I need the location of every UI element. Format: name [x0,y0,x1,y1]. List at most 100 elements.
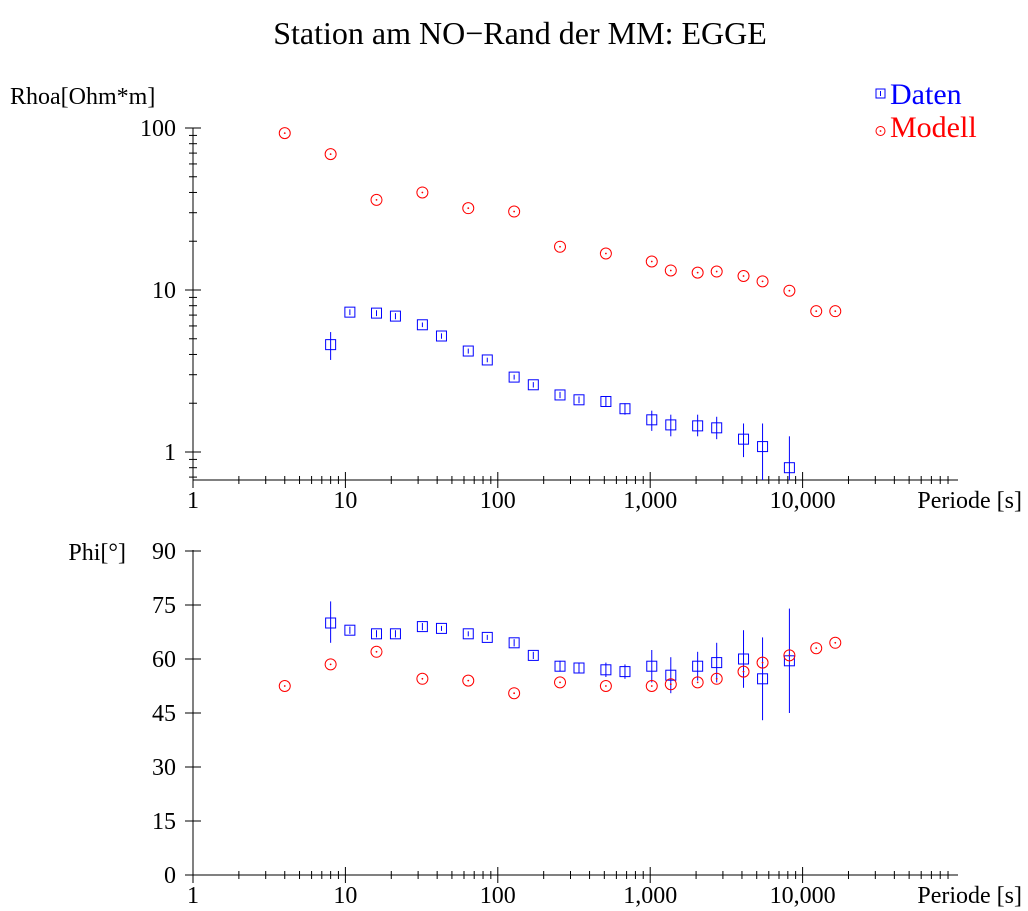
x-axis-label: Periode [s] [917,883,1022,909]
model-point-dot [815,310,818,313]
data-point [619,666,631,678]
data-point [665,669,677,681]
model-point [370,645,383,658]
model-point [508,687,521,700]
model-point-dot [834,641,837,644]
rhoa-panel: 1 10 100 1,000 10,000 Periode [s] 1 10 100 Rhoa[O… [10,84,1022,514]
data-point [416,319,428,331]
model-point [829,636,842,649]
model-point-dot [513,692,516,695]
data-point [646,660,658,672]
data-point [783,462,795,474]
model-point [462,674,475,687]
data-point [738,653,750,665]
model-point [710,265,723,278]
data-point [508,637,520,649]
data-point [435,330,447,342]
data-point [554,660,566,672]
model-point-dot [650,260,653,263]
data-point [646,414,658,426]
model-point-dot [788,289,791,292]
y-tick-label: 1 [164,440,176,466]
x-tick-label: 10,000 [770,883,836,909]
model-point-dot [650,685,653,687]
model-point-dot [761,280,764,283]
model-point-dot [834,310,837,313]
data-point [527,379,539,391]
model-point-dot [715,677,718,680]
model-point [645,680,658,692]
legend: Daten Modell [875,78,977,144]
data-point [481,631,493,643]
data-point [462,345,474,357]
model-point [737,665,750,678]
data-point [462,628,474,640]
model-point [710,672,723,685]
model-point-dot [669,269,672,272]
model-point [554,676,567,689]
model-point-dot [375,650,378,653]
x-tick-label: 100 [480,883,516,909]
data-point [711,657,723,669]
model-point-dot [696,271,699,274]
x-tick-label: 1 [187,488,199,514]
legend-data-label: Daten [890,78,962,111]
phi-panel: 1 10 100 1,000 10,000 Periode [s] 0 15 30 45 60 75 9… [68,539,1022,909]
y-tick-label: 90 [152,539,176,565]
model-point [278,680,291,692]
data-point [435,622,447,634]
data-point [389,628,401,640]
y-axis-label: Phi[°] [68,540,126,566]
model-point-dot [669,683,672,686]
data-point [600,395,612,407]
model-point-dot [696,681,699,684]
model-point-dot [421,677,424,680]
model-point [756,656,769,669]
x-tick-label: 1,000 [623,883,677,909]
data-point [325,339,337,351]
model-point-dot [467,207,470,210]
model-point [462,202,475,215]
x-tick-label: 10 [333,883,357,909]
x-tick-label: 1,000 [623,488,677,514]
model-point-dot [467,679,470,682]
x-tick-label: 10,000 [770,488,836,514]
data-point [757,441,769,453]
model-point-dot [329,663,332,666]
data-point [692,420,704,432]
legend-model-marker-dot [879,130,882,132]
model-point [829,305,842,318]
y-tick-label: 15 [152,809,176,835]
data-point [416,621,428,633]
data-point [665,419,677,431]
legend-model-label: Modell [890,111,977,144]
data-point [573,662,585,674]
model-point [324,148,337,161]
y-tick-label: 30 [152,755,176,781]
model-point [810,642,823,655]
model-point [645,255,658,268]
model-point-dot [283,132,286,135]
y-axis-label: Rhoa[Ohm*m] [10,84,155,110]
model-point [278,127,291,140]
data-point [344,306,356,318]
model-point [783,649,796,662]
model-point-dot [761,661,764,664]
data-point [554,389,566,401]
legend-data-marker [875,88,886,99]
data-point [481,354,493,366]
model-point-dot [421,191,424,194]
model-point [416,186,429,199]
model-point-dot [283,685,286,687]
data-point [619,403,631,415]
model-point [416,672,429,685]
model-point [691,266,704,279]
model-point [370,193,383,206]
x-axis-label: Periode [s] [917,488,1022,514]
model-point-dot [715,270,718,273]
data-point [325,617,337,629]
model-point [324,658,337,671]
x-tick-label: 100 [480,488,516,514]
model-point-dot [742,670,745,673]
data-point [757,673,769,685]
